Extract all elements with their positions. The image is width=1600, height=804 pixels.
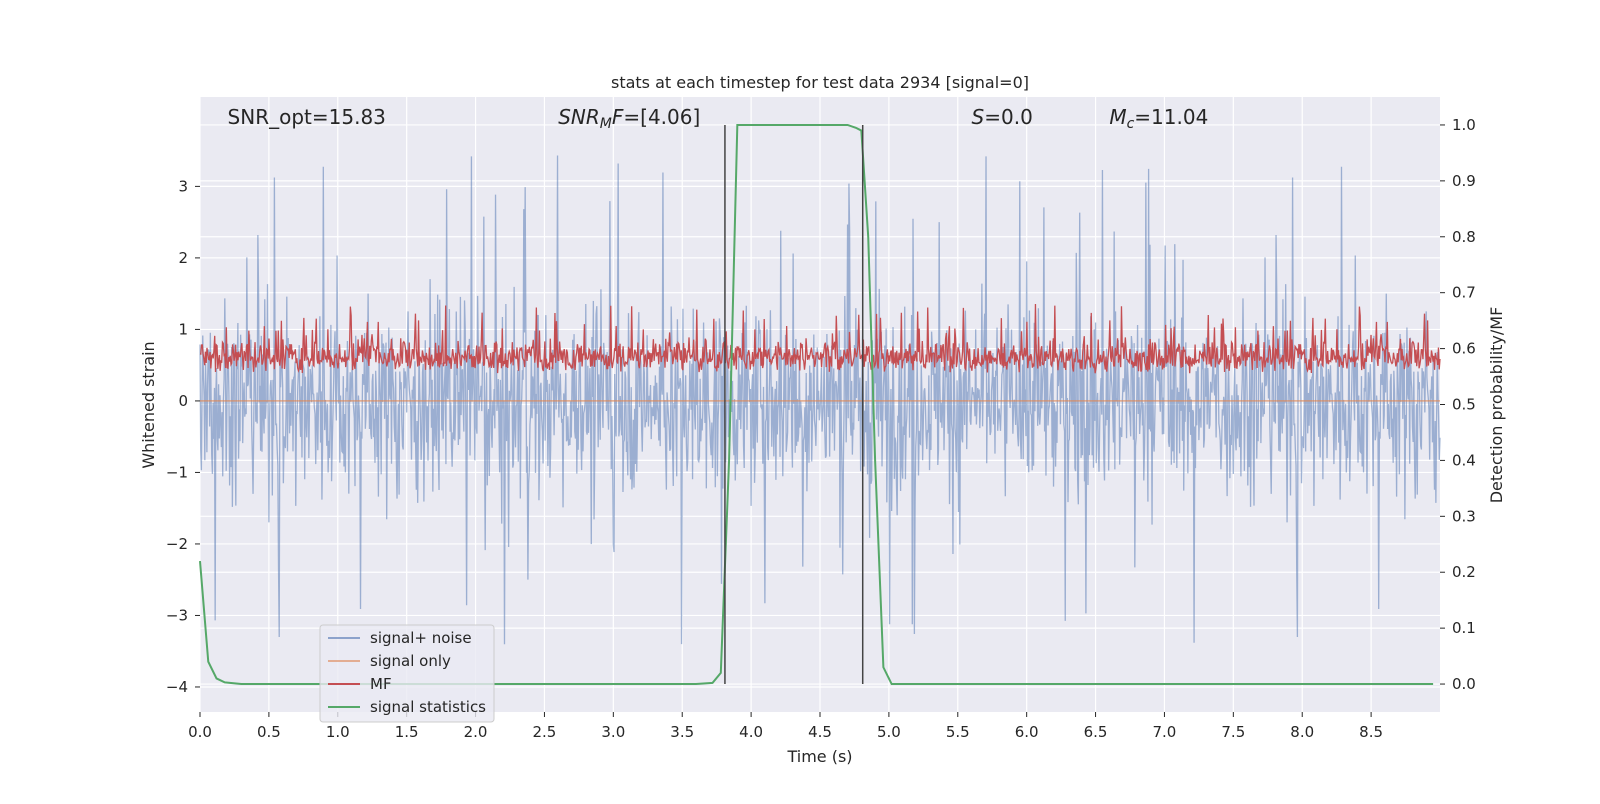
y-left-tick-label: −1 [166,463,188,481]
x-tick-label: 0.0 [188,723,212,741]
y-right-tick-label: 1.0 [1452,116,1476,134]
y-left-tick-label: −3 [166,606,188,624]
y-right-tick-label: 0.0 [1452,675,1476,693]
series-layer [199,123,1441,686]
legend: signal+ noise signal only MF signal stat… [319,624,495,723]
x-tick-label: 7.0 [1153,723,1177,741]
x-tick-label: 1.0 [326,723,350,741]
legend-label-signal-statistics: signal statistics [370,698,486,716]
legend-label-mf: MF [370,675,392,693]
y-right-tick-label: 0.6 [1452,340,1476,358]
y-right-tick-label: 0.4 [1452,451,1476,469]
y-axis-left-label: Whitened strain [139,341,158,468]
annotation-text: SNRMF=[4.06] [558,105,700,132]
annotation-text: S=0.0 [972,105,1033,129]
annotation-text: Mc=11.04 [1109,105,1208,132]
x-tick-label: 5.5 [946,723,970,741]
x-tick-label: 1.5 [395,723,419,741]
x-tick-label: 6.0 [1015,723,1039,741]
x-tick-label: 2.0 [464,723,488,741]
y-left-tick-label: 2 [178,249,188,267]
x-tick-label: 3.0 [601,723,625,741]
legend-label-signal-only: signal only [370,652,451,670]
x-axis-label: Time (s) [786,747,852,766]
x-tick-label: 5.0 [877,723,901,741]
y-right-tick-label: 0.9 [1452,172,1476,190]
y-right-tick-label: 0.7 [1452,284,1476,302]
y-left-tick-label: 0 [178,392,188,410]
y-left-tick-label: −2 [166,535,188,553]
x-tick-label: 3.5 [670,723,694,741]
series-signal-statistics-line [199,123,1434,686]
x-tick-label: 8.5 [1359,723,1383,741]
x-tick-label: 6.5 [1084,723,1108,741]
y-axis-right-label: Detection probability/MF [1487,307,1506,504]
x-tick-label: 8.0 [1290,723,1314,741]
vertical-markers [724,124,864,685]
legend-label-signal-noise: signal+ noise [370,629,472,647]
tick-layer: 0.0 0.5 1.0 1.5 2.0 2.5 3.0 3.5 4.0 4.5 5.0 5.5 6.0 6… [166,116,1476,741]
chart-title: stats at each timestep for test data 293… [611,73,1029,92]
series-mf-line [199,304,1441,374]
y-right-tick-label: 0.8 [1452,228,1476,246]
y-right-tick-label: 0.1 [1452,619,1476,637]
annotation-text: SNR_opt=15.83 [228,105,386,129]
y-left-tick-label: 3 [178,177,188,195]
x-tick-label: 4.5 [808,723,832,741]
legend-box [319,624,495,723]
annotation-layer: SNR_opt=15.83 SNRMF=[4.06] S=0.0 Mc=11.04 [228,105,1209,132]
x-tick-label: 4.0 [739,723,763,741]
series-signal-noise-line [199,155,1441,645]
y-left-tick-label: −4 [166,678,188,696]
x-tick-label: 0.5 [257,723,281,741]
y-right-tick-label: 0.3 [1452,507,1476,525]
x-tick-label: 2.5 [533,723,557,741]
y-right-tick-label: 0.5 [1452,396,1476,414]
y-right-tick-label: 0.2 [1452,563,1476,581]
y-left-tick-label: 1 [178,320,188,338]
x-tick-label: 7.5 [1221,723,1245,741]
